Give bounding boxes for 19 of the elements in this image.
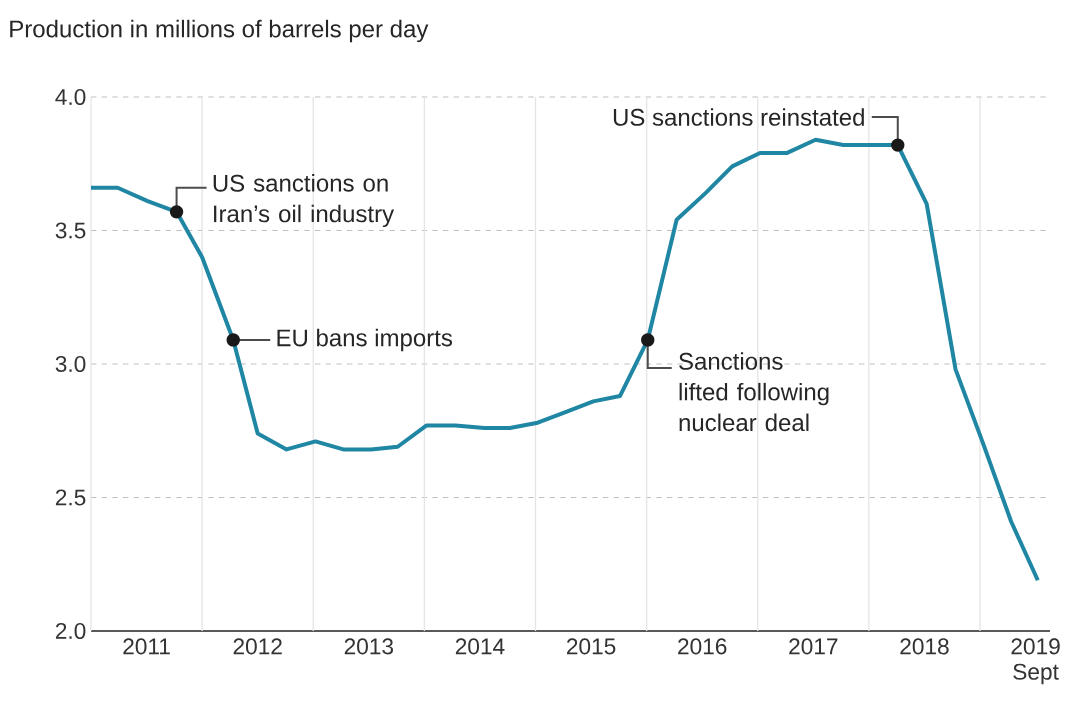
annotation: US sanctions reinstated bbox=[613, 108, 864, 126]
x-tick-label: 2018 bbox=[900, 638, 949, 655]
x-tick-label: 2015 bbox=[567, 638, 616, 655]
y-axis-title: Production in millions of barrels per day bbox=[10, 19, 429, 43]
x-tick-label: 2016 bbox=[678, 638, 727, 655]
y-tick-label: 2.0 bbox=[55, 622, 86, 640]
y-tick-label: 4.0 bbox=[55, 88, 86, 106]
annotation: EU bans imports bbox=[277, 328, 453, 352]
y-tick-label: 3.0 bbox=[55, 355, 86, 373]
x-tick-label: 2019 Sept bbox=[1011, 638, 1060, 685]
x-tick-label: 2014 bbox=[455, 638, 505, 655]
annotation: Sanctions lifted following nuclear deal bbox=[679, 352, 829, 432]
x-tick-label: 2013 bbox=[344, 638, 394, 655]
x-tick-label: 2012 bbox=[233, 638, 282, 655]
y-tick-label: 3.5 bbox=[55, 222, 86, 239]
annotation: US sanctions on Iran’s oil industry bbox=[213, 174, 395, 228]
x-tick-label: 2011 bbox=[123, 638, 170, 655]
x-tick-label: 2017 bbox=[789, 638, 838, 655]
y-tick-label: 2.5 bbox=[55, 489, 86, 506]
